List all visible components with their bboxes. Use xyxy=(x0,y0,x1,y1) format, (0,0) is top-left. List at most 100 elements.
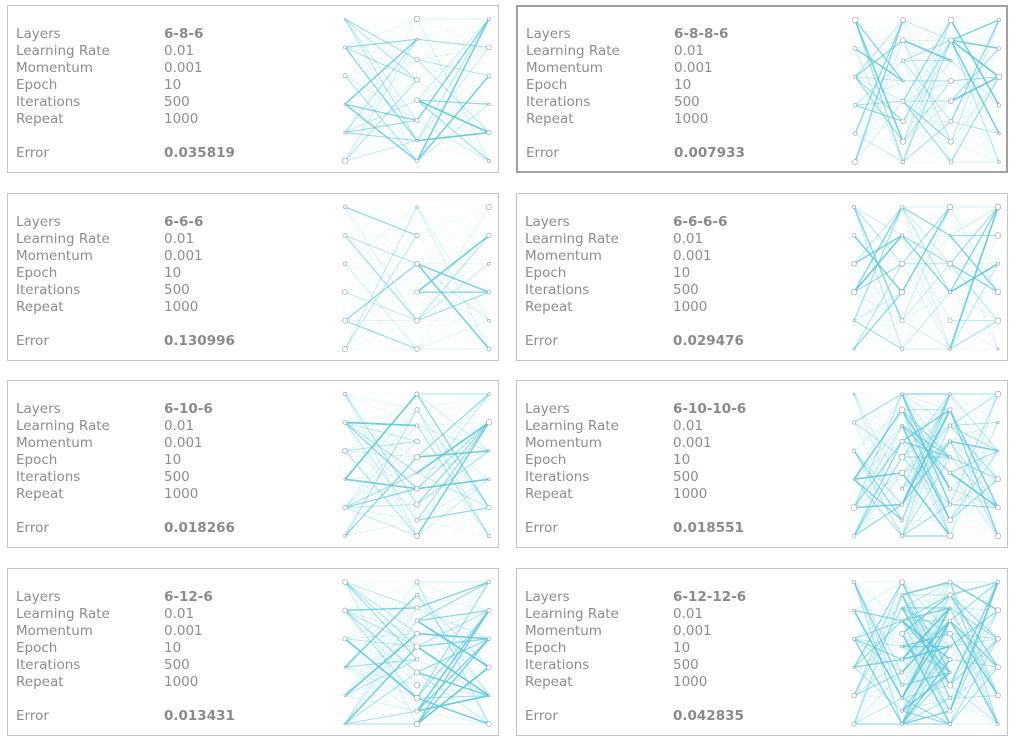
weight-edge xyxy=(949,393,999,452)
weight-edge xyxy=(416,488,490,537)
network-card[interactable]: Layers 6-6-6 Learning Rate 0.01 Momentum 0.00… xyxy=(7,192,499,361)
weight-edge xyxy=(901,472,951,505)
weight-edge xyxy=(901,393,951,489)
neuron-node xyxy=(994,316,1001,324)
weight-edge xyxy=(416,39,490,162)
weight-edge xyxy=(853,393,903,480)
network-card[interactable]: Layers 6-8-6 Learning Rate 0.01 Momentum 0.00… xyxy=(7,5,499,173)
weight-edge xyxy=(416,694,490,712)
network-diagram xyxy=(342,391,492,539)
neuron-node xyxy=(996,721,1000,726)
weight-edge xyxy=(949,441,999,508)
weight-edge xyxy=(949,440,999,452)
weight-edge xyxy=(416,441,490,480)
weight-edge xyxy=(950,76,1000,163)
weight-edge xyxy=(949,263,999,321)
weight-edge xyxy=(416,581,490,711)
weight-edge xyxy=(853,425,903,508)
weight-edge xyxy=(416,456,490,537)
weight-edge xyxy=(344,319,418,350)
weight-edge xyxy=(949,609,999,724)
weight-edge xyxy=(949,393,999,537)
weight-edge xyxy=(853,581,903,696)
network-card[interactable]: Layers 6-8-8-6 Learning Rate 0.01 Momentum 0.… xyxy=(516,5,1008,173)
weight-edge xyxy=(416,658,490,667)
neuron-node xyxy=(900,644,904,648)
iterations-value: 500 xyxy=(164,94,190,110)
weight-edge xyxy=(949,632,999,724)
weight-edge xyxy=(416,441,490,537)
weight-edge xyxy=(416,472,490,480)
layers-label: Layers xyxy=(16,213,61,230)
neuron-node xyxy=(900,669,904,674)
weight-edge xyxy=(344,606,418,611)
weight-edge xyxy=(949,479,999,537)
weight-edge xyxy=(901,456,951,537)
weight-edge xyxy=(901,393,951,442)
neuron-node xyxy=(995,288,1001,295)
network-card[interactable]: Layers 6-12-6 Learning Rate 0.01 Momentum 0.0… xyxy=(7,567,499,736)
weight-edge xyxy=(853,507,903,537)
weight-edge xyxy=(902,80,952,102)
weight-edge xyxy=(949,422,999,521)
weight-edge xyxy=(416,441,490,508)
weight-edge xyxy=(854,40,904,106)
momentum-value: 0.001 xyxy=(673,435,712,451)
repeat-label: Repeat xyxy=(16,486,64,502)
neuron-node xyxy=(947,579,953,584)
weight-edge xyxy=(949,619,999,639)
epoch-label: Epoch xyxy=(525,452,567,468)
weight-edge xyxy=(416,393,490,480)
weight-edge xyxy=(853,581,903,621)
weight-edge xyxy=(416,620,490,696)
weight-edge xyxy=(949,507,999,537)
weight-edge xyxy=(853,425,903,452)
network-diagram xyxy=(851,391,1001,539)
network-card[interactable]: Layers 6-10-6 Learning Rate 0.01 Momentum 0.0… xyxy=(7,380,499,548)
weight-edge xyxy=(949,507,999,521)
iterations-value: 500 xyxy=(164,656,190,673)
layers-value: 6-8-8-6 xyxy=(674,26,729,42)
weight-edge xyxy=(416,59,490,105)
weight-edge xyxy=(949,422,999,537)
neuron-node xyxy=(948,289,952,294)
neuron-node xyxy=(486,720,492,727)
weight-edge xyxy=(901,409,951,521)
network-card[interactable]: Layers 6-10-10-6 Learning Rate 0.01 Momentum… xyxy=(516,380,1008,548)
network-card[interactable]: Layers 6-12-12-6 Learning Rate 0.01 Momentum… xyxy=(516,567,1008,736)
weight-edge xyxy=(416,607,490,667)
weight-edge xyxy=(949,581,999,608)
weight-edge xyxy=(949,607,999,696)
weight-edge xyxy=(949,684,999,696)
neuron-node xyxy=(900,118,906,125)
weight-edge xyxy=(344,450,418,521)
weight-edge xyxy=(901,206,951,321)
neuron-node xyxy=(342,73,348,79)
weight-edge xyxy=(344,456,418,537)
weight-edge xyxy=(949,581,999,621)
weight-edge xyxy=(344,409,418,537)
weight-edge xyxy=(901,607,951,647)
weight-edge xyxy=(949,425,999,508)
neuron-node xyxy=(414,118,420,123)
neuron-node xyxy=(948,78,954,84)
weight-edge xyxy=(853,609,903,724)
weight-edge xyxy=(950,19,1000,163)
weight-edge xyxy=(416,658,490,724)
weight-edge xyxy=(853,658,903,668)
network-card[interactable]: Layers 6-6-6-6 Learning Rate 0.01 Momentum 0.… xyxy=(516,192,1008,361)
learning-rate-label: Learning Rate xyxy=(525,418,619,434)
weight-edge xyxy=(901,234,951,321)
weight-edge xyxy=(416,18,490,81)
weight-edge xyxy=(853,638,903,711)
weight-edge xyxy=(344,393,418,474)
neuron-node xyxy=(414,77,420,83)
weight-edge xyxy=(902,19,952,102)
weight-edge xyxy=(853,637,903,673)
weight-edge xyxy=(344,421,418,490)
weight-edge xyxy=(901,645,951,724)
weight-edge xyxy=(853,620,903,724)
weight-edge xyxy=(949,594,999,611)
weight-edge xyxy=(949,632,999,639)
neuron-node xyxy=(414,668,420,675)
